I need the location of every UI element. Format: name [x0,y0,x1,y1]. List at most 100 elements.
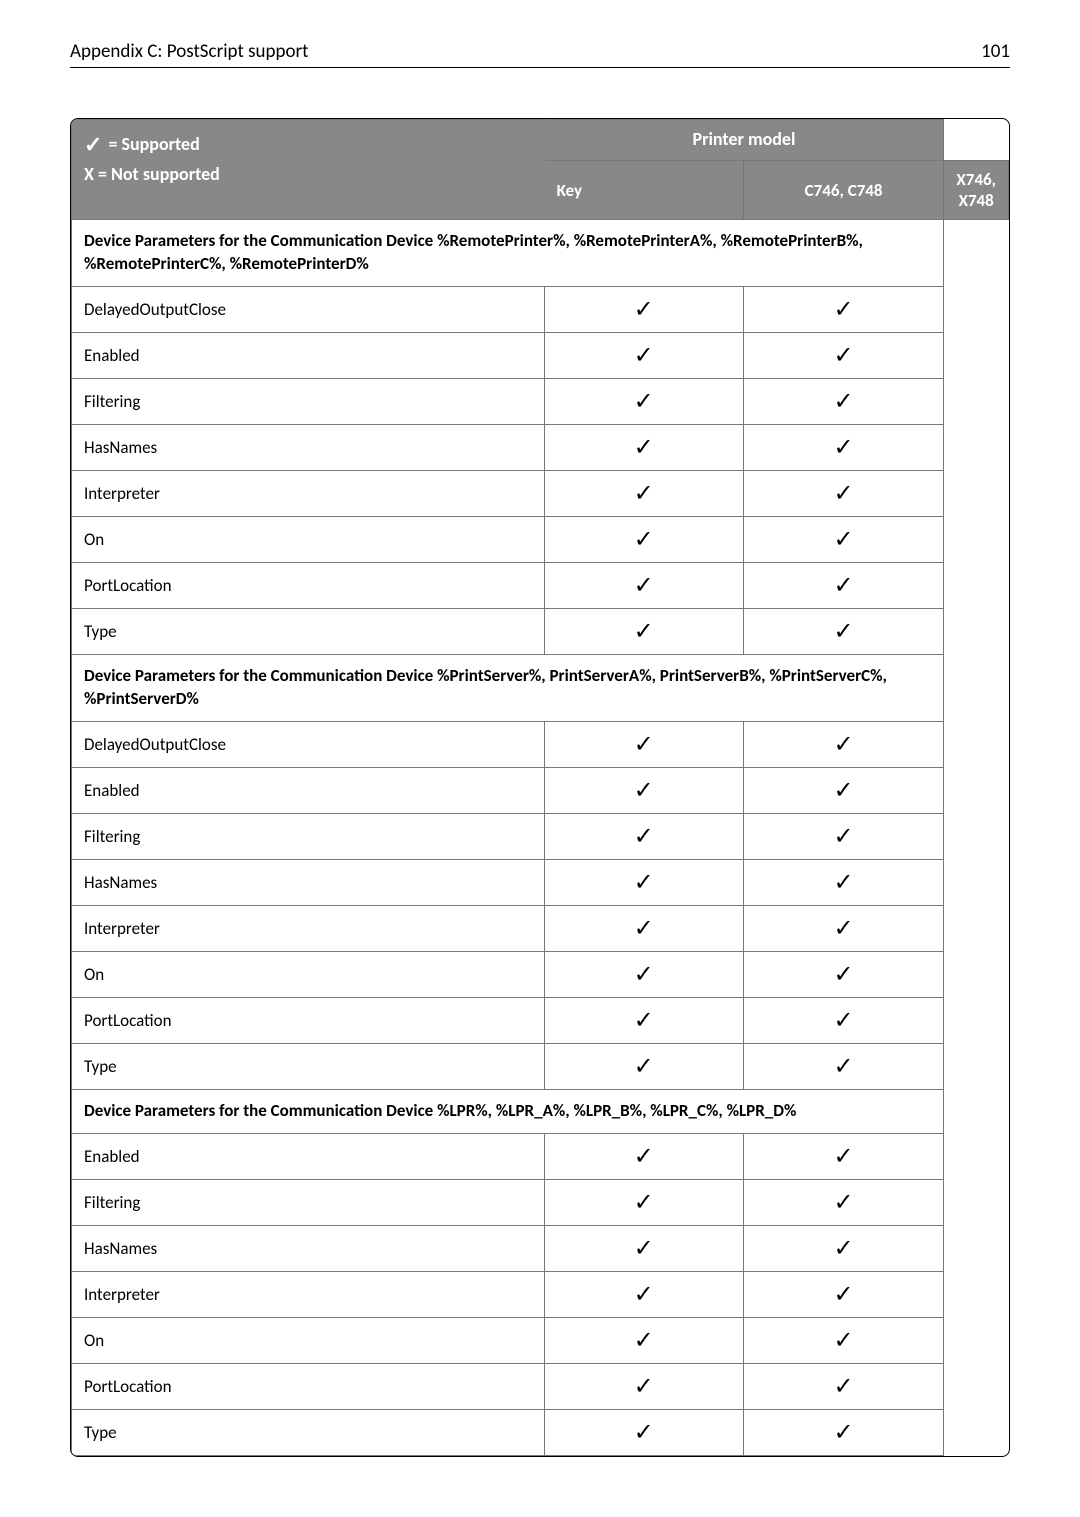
support-cell-col1: ✓ [544,1271,743,1317]
key-cell: Filtering [72,1179,545,1225]
section-header: Device Parameters for the Communication … [72,220,944,287]
table-row: PortLocation✓✓ [72,562,1009,608]
support-table: ✓ = Supported X = Not supported Printer … [71,119,1009,1456]
support-cell-col2: ✓ [743,813,944,859]
support-cell-col2: ✓ [743,905,944,951]
support-cell-col1: ✓ [544,470,743,516]
support-cell-col2: ✓ [743,470,944,516]
support-cell-col2: ✓ [743,516,944,562]
support-cell-col1: ✓ [544,1225,743,1271]
key-cell: Enabled [72,332,545,378]
table-row: Type✓✓ [72,1043,1009,1089]
support-cell-col1: ✓ [544,1043,743,1089]
key-cell: On [72,516,545,562]
key-cell: Enabled [72,767,545,813]
support-cell-col1: ✓ [544,997,743,1043]
support-cell-col2: ✓ [743,1043,944,1089]
table-row: On✓✓ [72,951,1009,997]
key-cell: Filtering [72,813,545,859]
support-cell-col1: ✓ [544,1133,743,1179]
support-cell-col2: ✓ [743,1133,944,1179]
key-cell: PortLocation [72,1363,545,1409]
support-cell-col2: ✓ [743,378,944,424]
key-cell: HasNames [72,1225,545,1271]
support-cell-col1: ✓ [544,1363,743,1409]
table-row: Enabled✓✓ [72,1133,1009,1179]
support-cell-col2: ✓ [743,562,944,608]
support-cell-col2: ✓ [743,1271,944,1317]
support-cell-col1: ✓ [544,1179,743,1225]
table-row: DelayedOutputClose✓✓ [72,721,1009,767]
support-cell-col2: ✓ [743,332,944,378]
support-cell-col2: ✓ [743,1225,944,1271]
support-cell-col1: ✓ [544,286,743,332]
support-cell-col2: ✓ [743,1409,944,1455]
column-header-2: X746, X748 [944,161,1009,220]
support-cell-col1: ✓ [544,562,743,608]
section-header: Device Parameters for the Communication … [72,654,944,721]
support-cell-col1: ✓ [544,813,743,859]
support-cell-col1: ✓ [544,767,743,813]
support-cell-col2: ✓ [743,286,944,332]
support-cell-col1: ✓ [544,608,743,654]
table-body: Device Parameters for the Communication … [72,220,1009,1456]
key-cell: HasNames [72,424,545,470]
support-cell-col1: ✓ [544,424,743,470]
support-cell-col2: ✓ [743,767,944,813]
support-cell-col2: ✓ [743,608,944,654]
key-cell: On [72,1317,545,1363]
column-header-1: C746, C748 [743,161,944,220]
table-row: Type✓✓ [72,1409,1009,1455]
key-cell: Type [72,1043,545,1089]
support-table-wrapper: ✓ = Supported X = Not supported Printer … [70,118,1010,1457]
legend-supported-label: = Supported [108,131,199,158]
appendix-title: Appendix C: PostScript support [70,40,309,63]
key-cell: PortLocation [72,997,545,1043]
table-row: Filtering✓✓ [72,1179,1009,1225]
key-column-header: Key [544,161,743,220]
key-cell: Filtering [72,378,545,424]
legend-supported: ✓ = Supported [84,128,532,161]
support-cell-col1: ✓ [544,905,743,951]
support-cell-col1: ✓ [544,951,743,997]
table-row: Interpreter✓✓ [72,1271,1009,1317]
support-cell-col1: ✓ [544,378,743,424]
key-cell: Interpreter [72,1271,545,1317]
legend-not-supported: X = Not supported [84,161,532,188]
support-cell-col2: ✓ [743,1317,944,1363]
table-row: HasNames✓✓ [72,424,1009,470]
table-row: Filtering✓✓ [72,378,1009,424]
key-cell: Type [72,1409,545,1455]
table-row: Interpreter✓✓ [72,470,1009,516]
check-icon: ✓ [84,128,102,161]
support-cell-col1: ✓ [544,516,743,562]
support-cell-col2: ✓ [743,997,944,1043]
support-cell-col1: ✓ [544,1409,743,1455]
table-row: Type✓✓ [72,608,1009,654]
support-cell-col2: ✓ [743,859,944,905]
page-number: 101 [981,40,1010,63]
table-row: Enabled✓✓ [72,767,1009,813]
legend-cell: ✓ = Supported X = Not supported [72,120,545,220]
support-cell-col1: ✓ [544,721,743,767]
printer-model-header: Printer model [544,120,944,161]
table-row: PortLocation✓✓ [72,997,1009,1043]
key-cell: Interpreter [72,905,545,951]
key-cell: Enabled [72,1133,545,1179]
key-cell: On [72,951,545,997]
table-row: Filtering✓✓ [72,813,1009,859]
key-cell: Type [72,608,545,654]
table-row: PortLocation✓✓ [72,1363,1009,1409]
key-cell: Interpreter [72,470,545,516]
key-cell: HasNames [72,859,545,905]
table-row: Enabled✓✓ [72,332,1009,378]
support-cell-col1: ✓ [544,332,743,378]
page-header: Appendix C: PostScript support 101 [70,40,1010,68]
support-cell-col2: ✓ [743,951,944,997]
table-row: DelayedOutputClose✓✓ [72,286,1009,332]
table-row: Interpreter✓✓ [72,905,1009,951]
support-cell-col2: ✓ [743,424,944,470]
key-cell: DelayedOutputClose [72,721,545,767]
key-cell: PortLocation [72,562,545,608]
support-cell-col2: ✓ [743,1179,944,1225]
